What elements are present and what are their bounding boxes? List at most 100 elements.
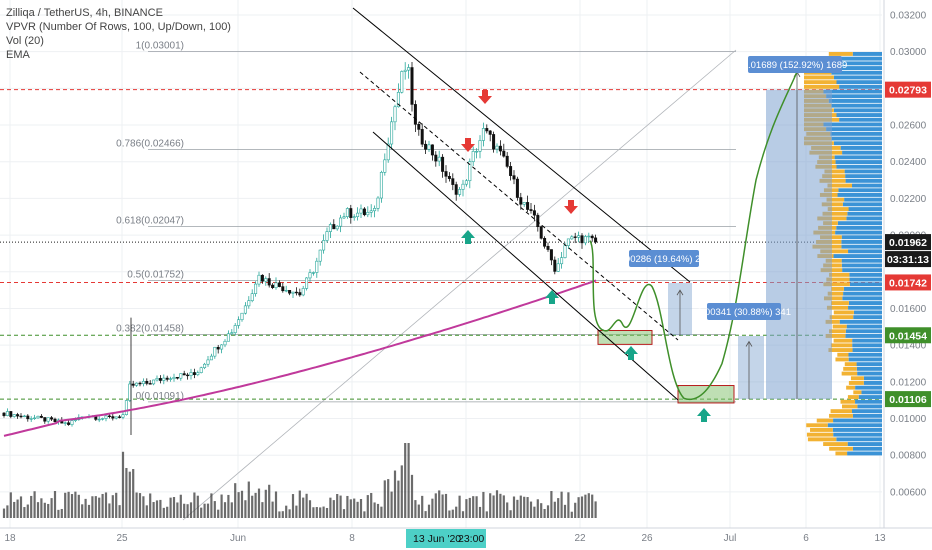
candle-body[interactable] — [386, 143, 390, 161]
candle-body[interactable] — [437, 156, 441, 162]
candle-body[interactable] — [390, 121, 394, 145]
candle-body[interactable] — [220, 344, 224, 350]
candle-body[interactable] — [478, 140, 482, 152]
candle-body[interactable] — [396, 91, 400, 108]
candle-body[interactable] — [335, 225, 339, 230]
candle-body[interactable] — [114, 416, 118, 419]
candle-body[interactable] — [179, 373, 183, 379]
candle-body[interactable] — [526, 202, 530, 210]
candle-body[interactable] — [383, 159, 387, 173]
candle-body[interactable] — [26, 415, 30, 420]
candle-body[interactable] — [512, 175, 516, 180]
candle-body[interactable] — [356, 212, 360, 217]
candle-body[interactable] — [53, 418, 57, 422]
candle-body[interactable] — [243, 305, 247, 314]
candle-body[interactable] — [298, 292, 302, 296]
candle-body[interactable] — [447, 175, 451, 179]
candle-body[interactable] — [539, 226, 543, 239]
candle-body[interactable] — [566, 238, 570, 246]
candle-body[interactable] — [485, 128, 489, 132]
candle-body[interactable] — [495, 145, 499, 150]
candle-body[interactable] — [342, 216, 346, 219]
candle-body[interactable] — [583, 236, 587, 244]
candle-body[interactable] — [563, 245, 567, 258]
symbol-title[interactable]: Zilliqa / TetherUS, 4h, BINANCE — [6, 7, 163, 19]
candle-body[interactable] — [274, 282, 278, 288]
candle-body[interactable] — [223, 340, 227, 346]
candle-body[interactable] — [36, 415, 40, 419]
candle-body[interactable] — [196, 372, 200, 376]
candle-body[interactable] — [12, 414, 16, 417]
candle-body[interactable] — [349, 208, 353, 218]
candle-body[interactable] — [104, 415, 108, 419]
candle-body[interactable] — [29, 418, 33, 420]
candle-body[interactable] — [247, 300, 251, 307]
candlesticks[interactable] — [2, 62, 598, 436]
candle-body[interactable] — [471, 151, 475, 162]
vpvr-indicator-label[interactable]: VPVR (Number Of Rows, 100, Up/Down, 100) — [6, 21, 231, 33]
candle-body[interactable] — [145, 380, 149, 384]
candle-body[interactable] — [322, 240, 326, 251]
candle-body[interactable] — [121, 414, 125, 418]
candle-body[interactable] — [570, 236, 574, 240]
candle-body[interactable] — [199, 367, 203, 373]
candle-body[interactable] — [407, 67, 411, 71]
candle-body[interactable] — [16, 414, 20, 417]
candle-body[interactable] — [260, 274, 264, 282]
candle-body[interactable] — [9, 411, 13, 417]
candle-body[interactable] — [373, 208, 377, 212]
candle-body[interactable] — [148, 383, 152, 385]
candle-body[interactable] — [216, 346, 220, 350]
candle-body[interactable] — [230, 332, 234, 335]
candle-body[interactable] — [237, 319, 241, 326]
candle-body[interactable] — [288, 290, 292, 294]
candle-body[interactable] — [318, 249, 322, 262]
candle-body[interactable] — [451, 178, 455, 185]
candle-body[interactable] — [369, 210, 373, 213]
candle-body[interactable] — [155, 378, 159, 381]
candle-body[interactable] — [257, 274, 261, 285]
candle-body[interactable] — [458, 189, 462, 195]
volume-indicator-label[interactable]: Vol (20) — [6, 35, 44, 47]
candle-body[interactable] — [481, 128, 485, 141]
candle-body[interactable] — [135, 382, 139, 386]
candle-body[interactable] — [454, 184, 458, 195]
candle-body[interactable] — [206, 359, 210, 365]
candle-body[interactable] — [492, 134, 496, 150]
candle-body[interactable] — [63, 422, 67, 424]
candle-body[interactable] — [434, 154, 438, 162]
candle-body[interactable] — [532, 210, 536, 216]
candle-body[interactable] — [461, 183, 465, 190]
candle-body[interactable] — [19, 415, 23, 418]
candle-body[interactable] — [400, 71, 404, 93]
candle-body[interactable] — [587, 235, 591, 238]
candle-body[interactable] — [345, 208, 349, 217]
candle-body[interactable] — [67, 422, 71, 425]
candle-body[interactable] — [594, 237, 598, 243]
ema-indicator-label[interactable]: EMA — [6, 49, 30, 61]
candle-body[interactable] — [325, 231, 329, 241]
candle-body[interactable] — [189, 372, 193, 376]
candle-body[interactable] — [410, 67, 414, 105]
candle-body[interactable] — [118, 416, 122, 418]
candle-body[interactable] — [70, 420, 74, 425]
candle-body[interactable] — [107, 415, 111, 418]
candle-body[interactable] — [424, 143, 428, 150]
candle-body[interactable] — [580, 235, 584, 244]
candle-body[interactable] — [522, 202, 526, 205]
candle-body[interactable] — [209, 355, 213, 361]
candle-body[interactable] — [43, 417, 47, 422]
candle-body[interactable] — [502, 150, 506, 157]
candle-body[interactable] — [305, 277, 309, 289]
candle-body[interactable] — [315, 260, 319, 273]
candle-body[interactable] — [226, 333, 230, 342]
candle-body[interactable] — [162, 377, 166, 381]
candle-body[interactable] — [2, 412, 6, 416]
candle-body[interactable] — [417, 123, 421, 130]
candle-body[interactable] — [267, 278, 271, 286]
candle-body[interactable] — [254, 283, 258, 294]
candle-body[interactable] — [529, 209, 533, 211]
candle-body[interactable] — [441, 156, 445, 172]
candle-body[interactable] — [33, 417, 37, 420]
candle-body[interactable] — [498, 145, 502, 152]
